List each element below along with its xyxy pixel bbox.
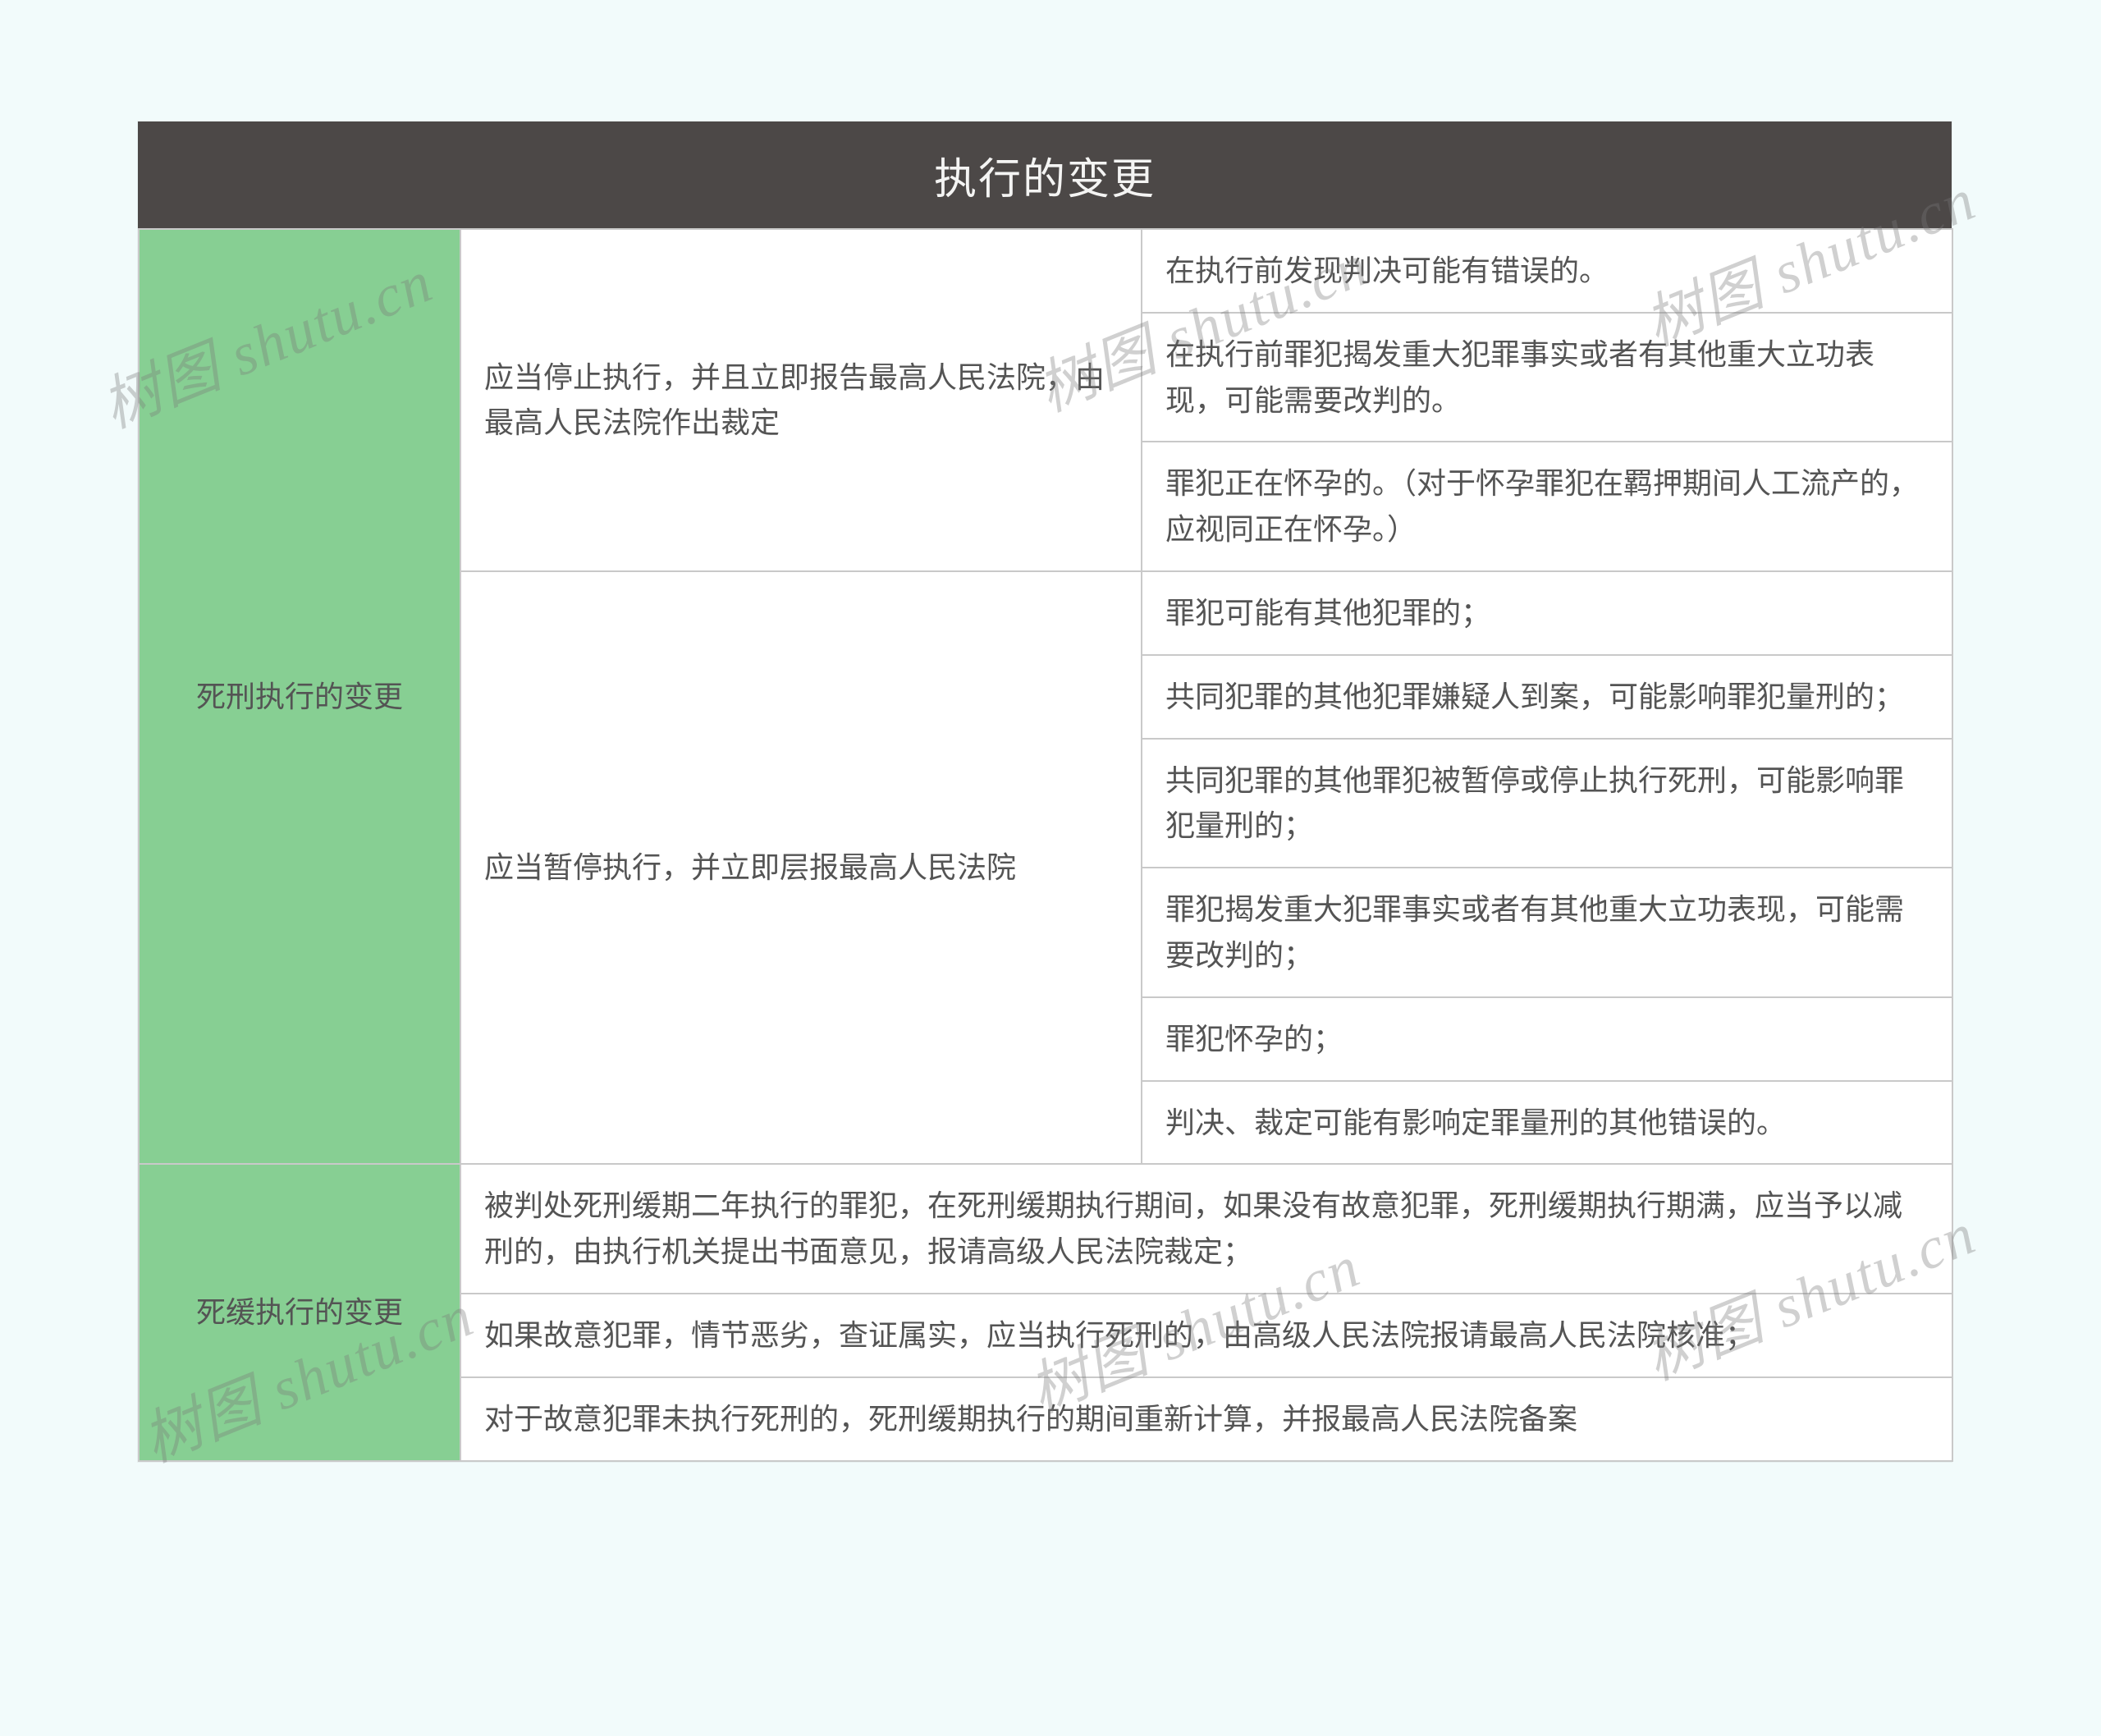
leaf-cell: 罪犯可能有其他犯罪的； [1142,571,1952,655]
leaf-cell: 在执行前发现判决可能有错误的。 [1142,229,1952,313]
leaf-cell: 共同犯罪的其他犯罪嫌疑人到案，可能影响罪犯量刑的； [1142,655,1952,739]
leaf-cell: 罪犯揭发重大犯罪事实或者有其他重大立功表现，可能需要改判的； [1142,868,1952,997]
leaf-cell: 罪犯怀孕的； [1142,997,1952,1081]
mid-cell: 应当暂停执行，并立即层报最高人民法院 [460,571,1142,1164]
title-text: 执行的变更 [934,144,1156,206]
title-bar: 执行的变更 [138,121,1952,228]
leaf-cell: 共同犯罪的其他罪犯被暂停或停止执行死刑，可能影响罪犯量刑的； [1142,739,1952,868]
content-table: 死刑执行的变更 应当停止执行，并且立即报告最高人民法院，由最高人民法院作出裁定 … [138,228,1953,1462]
leaf-cell: 罪犯正在怀孕的。（对于怀孕罪犯在羁押期间人工流产的，应视同正在怀孕。） [1142,442,1952,571]
full-row-cell: 被判处死刑缓期二年执行的罪犯，在死刑缓期执行期间，如果没有故意犯罪，死刑缓期执行… [460,1164,1952,1294]
mid-cell: 应当停止执行，并且立即报告最高人民法院，由最高人民法院作出裁定 [460,229,1142,571]
full-row-cell: 如果故意犯罪，情节恶劣，查证属实，应当执行死刑的，由高级人民法院报请最高人民法院… [460,1294,1952,1377]
full-row-cell: 对于故意犯罪未执行死刑的，死刑缓期执行的期间重新计算，并报最高人民法院备案 [460,1377,1952,1461]
category-cell: 死缓执行的变更 [139,1164,460,1460]
category-cell: 死刑执行的变更 [139,229,460,1164]
leaf-cell: 在执行前罪犯揭发重大犯罪事实或者有其他重大立功表现，可能需要改判的。 [1142,313,1952,442]
diagram-canvas: 执行的变更 死刑执行的变更 应当停止执行，并且立即报告最高人民法院，由最高人民法… [138,121,1952,1462]
leaf-cell: 判决、裁定可能有影响定罪量刑的其他错误的。 [1142,1081,1952,1165]
